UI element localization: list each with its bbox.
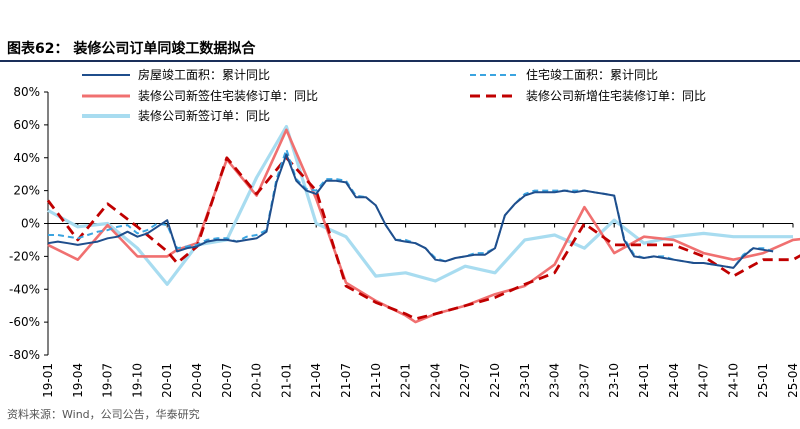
series-line-1 xyxy=(48,148,774,269)
y-tick-label: -60% xyxy=(9,315,40,329)
x-tick-label: 19-10 xyxy=(130,363,144,398)
y-tick-label: 80% xyxy=(13,85,40,99)
legend-label-3: 装修公司新增住宅装修订单：同比 xyxy=(526,88,706,103)
x-tick-label: 20-07 xyxy=(220,363,234,398)
source-note: 资料来源：Wind，公司公告，华泰研究 xyxy=(7,408,200,421)
x-tick-label: 21-07 xyxy=(339,363,353,398)
title-rule xyxy=(0,60,800,62)
x-tick-label: 25-01 xyxy=(756,363,770,398)
series-line-2 xyxy=(47,128,800,324)
x-axis: 19-01 19-04 19-07 19-10 20-01 20-04 20-07 20-10… xyxy=(41,223,800,398)
x-tick-label: 20-01 xyxy=(160,363,174,398)
x-tick-label: 19-01 xyxy=(41,363,55,398)
x-tick-label: 23-04 xyxy=(548,363,562,398)
x-tick-label: 19-07 xyxy=(101,363,115,398)
y-tick-label: -20% xyxy=(9,249,40,263)
x-tick-label: 21-01 xyxy=(279,363,293,398)
series-layer xyxy=(46,124,800,324)
series-line-0 xyxy=(47,153,774,269)
x-tick-label: 19-04 xyxy=(71,363,85,398)
y-tick-label: 60% xyxy=(13,118,40,132)
figure-title: 图表62： 装修公司订单同竣工数据拟合 xyxy=(7,41,256,57)
y-tick-label: -80% xyxy=(9,348,40,362)
y-tick-label: 20% xyxy=(13,184,40,198)
x-tick-label: 20-04 xyxy=(190,363,204,398)
x-tick-label: 23-10 xyxy=(607,363,621,398)
x-tick-label: 25-04 xyxy=(786,363,800,398)
series-line-4 xyxy=(47,124,793,286)
x-tick-label: 20-10 xyxy=(250,363,264,398)
y-axis: 80% 60% 40% 20% 0% -20% -40% -60% -80% xyxy=(9,85,49,362)
x-tick-label: 24-01 xyxy=(637,363,651,398)
x-tick-label: 23-07 xyxy=(577,363,591,398)
y-tick-label: 0% xyxy=(21,217,40,231)
x-tick-label: 22-07 xyxy=(458,363,472,398)
x-tick-label: 22-01 xyxy=(399,363,413,398)
legend-label-2: 装修公司新签住宅装修订单：同比 xyxy=(138,88,318,103)
legend-label-1: 住宅竣工面积：累计同比 xyxy=(526,67,658,82)
x-tick-label: 21-10 xyxy=(369,363,383,398)
y-tick-label: 40% xyxy=(13,151,40,165)
legend-label-0: 房屋竣工面积：累计同比 xyxy=(138,67,270,82)
x-tick-label: 21-04 xyxy=(309,363,323,398)
legend-label-4: 装修公司新签订单：同比 xyxy=(138,108,270,123)
x-tick-label: 24-04 xyxy=(667,363,681,398)
x-tick-label: 22-04 xyxy=(428,363,442,398)
x-tick-label: 24-10 xyxy=(726,363,740,398)
x-tick-label: 22-10 xyxy=(488,363,502,398)
y-tick-label: -40% xyxy=(9,282,40,296)
series-line-3 xyxy=(46,156,800,321)
x-tick-label: 24-07 xyxy=(697,363,711,398)
x-tick-label: 23-01 xyxy=(518,363,532,398)
